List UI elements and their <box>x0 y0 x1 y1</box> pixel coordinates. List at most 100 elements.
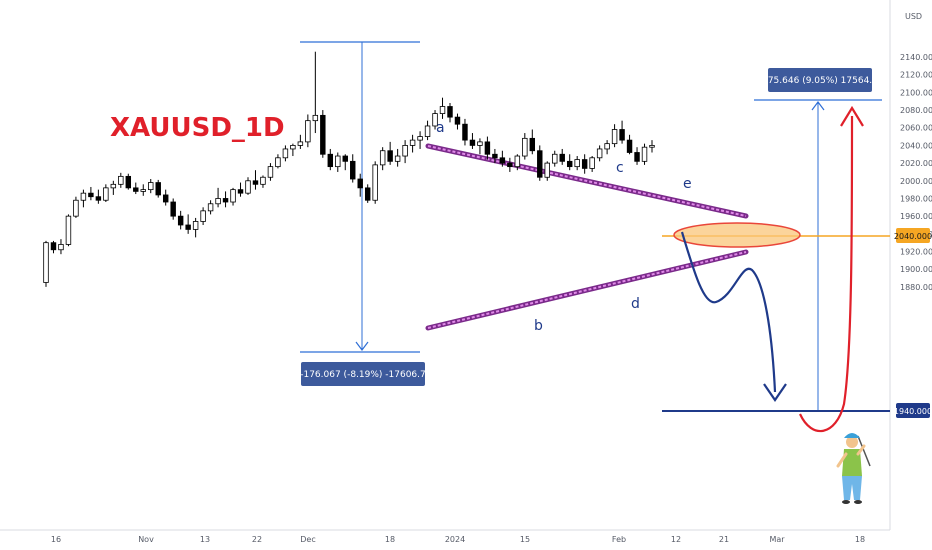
candle-bullish <box>424 125 431 137</box>
x-axis-ticks: 16 Nov 13 22 Dec 18 2024 15 Feb 12 21 Mar 18 <box>51 535 865 544</box>
triangle-upper-line-inner <box>427 145 747 217</box>
candle-bullish <box>118 175 124 185</box>
candle-bearish <box>537 150 543 178</box>
x-tick-label: Dec <box>300 535 315 544</box>
measure-up-text: 175.646 (9.05%) 17564.6 <box>762 76 878 86</box>
candle-bullish <box>432 113 438 127</box>
currency-label: USD <box>905 12 922 21</box>
candle-bearish <box>529 137 536 152</box>
candle-bearish <box>454 116 461 125</box>
candle-bullish <box>140 189 146 192</box>
y-tick-label: 2120.000 <box>900 71 932 80</box>
candle-bearish <box>320 114 326 155</box>
candle-bullish <box>275 157 281 168</box>
candle-bullish <box>312 114 319 122</box>
candle-bearish <box>499 157 506 164</box>
candle-bearish <box>125 175 132 189</box>
y-axis-ticks: 2140.000 2120.000 2100.000 2080.000 2060.000… <box>900 53 932 292</box>
candle-bearish <box>237 189 244 194</box>
y-tick-label: 1960.000 <box>900 212 932 221</box>
projection-up-path <box>799 115 854 433</box>
candle-bullish <box>522 137 528 157</box>
candle-bullish <box>200 210 206 222</box>
x-tick-label: 18 <box>385 535 395 544</box>
candle-bearish <box>626 139 633 153</box>
x-tick-label: 15 <box>520 535 530 544</box>
y-tick-label: 2080.000 <box>900 106 932 115</box>
price-badge-1940-text: 1940.000 <box>894 407 932 416</box>
candle-bearish <box>133 187 139 192</box>
candle-bullish <box>267 166 274 178</box>
x-tick-label: 13 <box>200 535 210 544</box>
projection-up-arrowhead <box>840 105 864 127</box>
candle-bullish <box>514 155 521 168</box>
candle-bullish <box>379 150 386 166</box>
candle-bearish <box>50 242 57 251</box>
candle-bullish <box>103 187 109 201</box>
measure-down-arrowhead <box>355 341 369 351</box>
projection-down-arrowhead <box>763 383 787 402</box>
candle-bearish <box>222 198 229 203</box>
candle-bullish <box>604 143 610 150</box>
candle-bearish <box>559 153 565 162</box>
measure-up-box <box>768 68 872 92</box>
candle-bearish <box>462 123 468 141</box>
candle-bearish <box>364 187 371 201</box>
y-tick-label: 1980.000 <box>900 194 932 203</box>
candle-bullish <box>544 162 550 178</box>
x-tick-label: Feb <box>612 535 626 544</box>
y-tick-label: 2000.000 <box>900 177 932 186</box>
candle-bullish <box>641 146 648 162</box>
candle-bullish <box>305 120 311 143</box>
candle-bullish <box>245 180 251 194</box>
y-tick-label: 1900.000 <box>900 265 932 274</box>
candle-bearish <box>342 155 348 162</box>
x-tick-label: 21 <box>719 535 729 544</box>
measure-down-text: -176.067 (-8.19%) -17606.7 <box>300 370 426 380</box>
wave-label-c: c <box>616 160 624 176</box>
wave-label-e: e <box>683 176 692 192</box>
projection-down-path <box>680 231 777 393</box>
candle-bullish <box>596 148 603 159</box>
candle-bearish <box>357 178 363 189</box>
candle-bullish <box>394 155 401 162</box>
wave-label-a: a <box>436 120 445 136</box>
candle-bullish <box>649 145 655 148</box>
candle-bullish <box>335 155 341 168</box>
y-tick-label: 2140.000 <box>900 53 932 62</box>
x-tick-label: 2024 <box>445 535 465 544</box>
candle-bullish <box>110 183 117 189</box>
candle-bearish <box>566 160 573 168</box>
candle-bullish <box>297 141 304 146</box>
y-tick-label: 2020.000 <box>900 159 932 168</box>
y-tick-label: 1920.000 <box>900 248 932 257</box>
candle-bullish <box>589 157 595 169</box>
golfer-illustration <box>836 433 871 504</box>
y-tick-label: 2100.000 <box>900 88 932 97</box>
candle-bullish <box>43 242 49 283</box>
candle-bullish <box>58 244 64 251</box>
y-tick-label: 1880.000 <box>900 283 932 292</box>
candle-bearish <box>581 159 588 169</box>
x-tick-label: 12 <box>671 535 681 544</box>
candle-bearish <box>88 192 94 198</box>
candle-bullish <box>215 198 221 205</box>
wave-label-b: b <box>534 318 543 334</box>
candle-bearish <box>162 194 169 203</box>
candle-bullish <box>552 153 558 164</box>
candle-bullish <box>148 182 154 191</box>
candle-bullish <box>372 164 378 201</box>
candle-bullish <box>73 199 79 217</box>
candle-bearish <box>177 215 184 226</box>
candle-bullish <box>192 221 199 230</box>
candle-bearish <box>484 141 491 155</box>
candle-bullish <box>409 139 416 146</box>
price-badge-2040-text: 2040.000 <box>894 232 932 241</box>
candle-bearish <box>170 201 176 217</box>
candle-bullish <box>260 176 266 185</box>
x-tick-label: Nov <box>138 535 154 544</box>
candle-bearish <box>95 196 102 201</box>
candle-bearish <box>387 150 393 162</box>
